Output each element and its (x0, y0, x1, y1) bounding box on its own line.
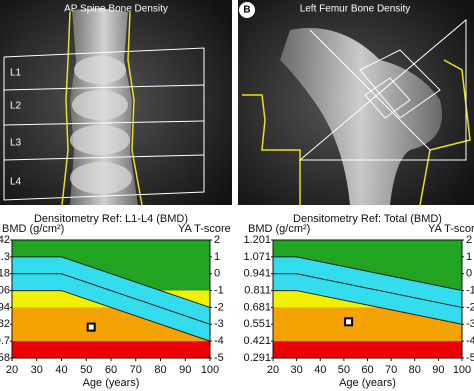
y-tick-label: 0.7 (0, 335, 10, 347)
y-tick-label: 1.18 (0, 268, 10, 280)
x-tick-label: 80 (409, 364, 421, 376)
risk-band (273, 341, 462, 358)
y-tick-label: 0.421 (243, 335, 271, 347)
x-tick-label: 100 (201, 364, 219, 376)
y2-tick-label: -2 (214, 301, 224, 313)
femur (280, 28, 442, 205)
reference-line (273, 273, 463, 308)
y2-tick-label: 0 (214, 268, 220, 280)
y-tick-label: 1.42 (0, 234, 10, 246)
x-tick-label: 50 (338, 364, 350, 376)
panel-title: AP Spine Bone Density (64, 4, 168, 15)
y2-tick-label: 2 (466, 234, 472, 246)
spine-scan: AP Spine Bone Density L1 L2 L3 L4 (0, 0, 232, 206)
x-tick-label: 60 (361, 364, 373, 376)
chart-title: Densitometry Ref: Total (BMD) (293, 213, 442, 225)
vertebra-label: L4 (10, 177, 22, 188)
vertebra-label: L1 (10, 68, 22, 79)
y-tick-label: 0.941 (243, 268, 271, 280)
y-tick-label: 1.071 (243, 251, 271, 263)
x-tick-label: 90 (179, 364, 191, 376)
y-tick-label: 0.82 (0, 318, 10, 330)
y-tick-label: 0.291 (243, 352, 271, 364)
y2-tick-label: -3 (466, 318, 474, 330)
x-tick-label: 70 (130, 364, 142, 376)
y-tick-label: 0.94 (0, 301, 10, 313)
x-tick-label: 30 (31, 364, 43, 376)
x-tick-label: 30 (291, 364, 303, 376)
y2-tick-label: -3 (214, 318, 224, 330)
y2-tick-label: 0 (466, 268, 472, 280)
panel-letter: B (243, 5, 250, 16)
reference-line (12, 273, 211, 325)
y-tick-label: 1.06 (0, 284, 10, 296)
x-tick-label: 40 (55, 364, 67, 376)
x-tick-label: 100 (453, 364, 471, 376)
outline (61, 11, 143, 206)
x-tick-label: 50 (80, 364, 92, 376)
x-tick-label: 20 (267, 364, 279, 376)
y-tick-label: 1.201 (243, 234, 271, 246)
x-axis-label: Age (years) (83, 377, 140, 389)
y-axis-label: BMD (g/cm²) (2, 223, 64, 235)
y-tick-label: 1.3 (0, 251, 10, 263)
outline (242, 59, 471, 206)
vertebrae (70, 56, 132, 194)
y-tick-label: 0.551 (243, 318, 271, 330)
roi-box (298, 18, 467, 161)
y-axis-label: BMD (g/cm²) (248, 223, 310, 235)
y2-tick-label: 2 (214, 234, 220, 246)
y2-tick-label: -5 (466, 352, 474, 364)
y2-tick-label: -2 (466, 301, 474, 313)
patient-point (344, 317, 354, 327)
risk-band (12, 341, 210, 358)
x-tick-label: 20 (6, 364, 18, 376)
y2-axis-label: YA T-score (178, 223, 231, 235)
y2-axis-label: YA T-score (428, 223, 474, 235)
plot-frame (272, 239, 463, 359)
y2-tick-label: -4 (466, 335, 474, 347)
x-tick-label: 80 (154, 364, 166, 376)
y2-tick-label: -5 (214, 352, 224, 364)
y-tick-label: 0.58 (0, 352, 10, 364)
x-tick-label: 40 (314, 364, 326, 376)
panel-title: Left Femur Bone Density (300, 4, 411, 15)
vertebra-label: L2 (10, 101, 22, 112)
x-axis-label: Age (years) (339, 377, 396, 389)
y2-tick-label: -4 (214, 335, 224, 347)
chart-title: Densitometry Ref: L1-L4 (BMD) (34, 213, 188, 225)
y2-tick-label: -1 (214, 284, 224, 296)
y2-tick-label: -1 (466, 284, 474, 296)
panel-badge (239, 2, 255, 18)
plot-frame (11, 239, 211, 359)
y-tick-label: 0.811 (244, 284, 271, 296)
femur-scan: B Left Femur Bone Density (238, 0, 474, 206)
y-tick-label: 0.681 (243, 301, 271, 313)
roi-box (3, 47, 205, 201)
x-tick-label: 70 (385, 364, 397, 376)
y2-tick-label: 1 (466, 251, 472, 263)
patient-point (86, 322, 96, 332)
vertebra-label: L3 (10, 138, 22, 149)
x-tick-label: 90 (432, 364, 444, 376)
y2-tick-label: 1 (214, 251, 220, 263)
x-tick-label: 60 (105, 364, 117, 376)
